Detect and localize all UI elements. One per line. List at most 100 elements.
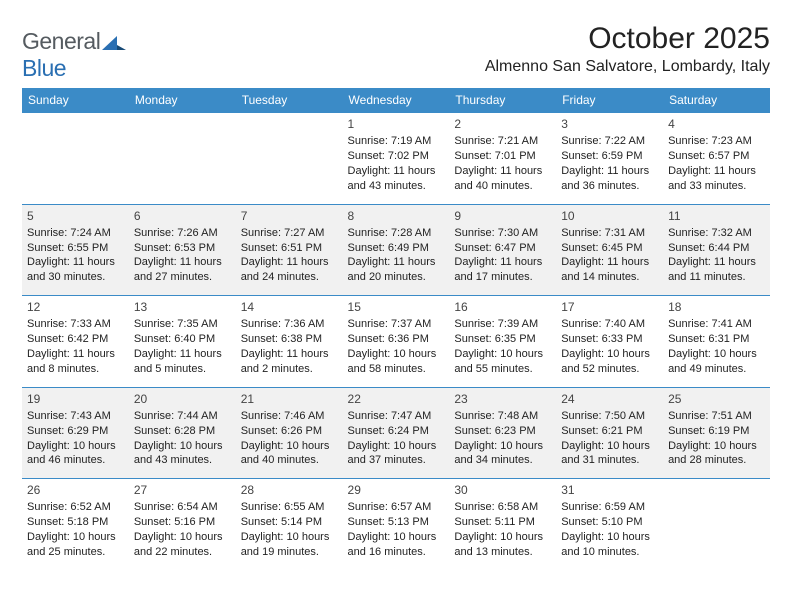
day2-text: and 2 minutes. <box>241 362 338 377</box>
sunset-text: Sunset: 6:51 PM <box>241 241 338 256</box>
dow-thursday: Thursday <box>449 88 556 113</box>
day1-text: Daylight: 10 hours <box>134 530 231 545</box>
dow-tuesday: Tuesday <box>236 88 343 113</box>
calendar-week-row: 12Sunrise: 7:33 AMSunset: 6:42 PMDayligh… <box>22 296 770 388</box>
day1-text: Daylight: 11 hours <box>134 255 231 270</box>
sunset-text: Sunset: 6:47 PM <box>454 241 551 256</box>
calendar-day-cell: 8Sunrise: 7:28 AMSunset: 6:49 PMDaylight… <box>343 204 450 296</box>
sunrise-text: Sunrise: 6:55 AM <box>241 500 338 515</box>
day2-text: and 34 minutes. <box>454 453 551 468</box>
calendar-day-cell: 30Sunrise: 6:58 AMSunset: 5:11 PMDayligh… <box>449 479 556 570</box>
day-number: 15 <box>348 299 445 315</box>
day2-text: and 20 minutes. <box>348 270 445 285</box>
dow-saturday: Saturday <box>663 88 770 113</box>
day2-text: and 49 minutes. <box>668 362 765 377</box>
sunset-text: Sunset: 6:36 PM <box>348 332 445 347</box>
day1-text: Daylight: 10 hours <box>241 530 338 545</box>
day-number: 28 <box>241 482 338 498</box>
day2-text: and 10 minutes. <box>561 545 658 560</box>
sunrise-text: Sunrise: 6:59 AM <box>561 500 658 515</box>
day2-text: and 37 minutes. <box>348 453 445 468</box>
calendar-day-cell: 4Sunrise: 7:23 AMSunset: 6:57 PMDaylight… <box>663 113 770 205</box>
calendar-empty-cell <box>22 113 129 205</box>
day2-text: and 14 minutes. <box>561 270 658 285</box>
day2-text: and 16 minutes. <box>348 545 445 560</box>
sunrise-text: Sunrise: 7:35 AM <box>134 317 231 332</box>
day-number: 5 <box>27 208 124 224</box>
logo-word-general: General <box>22 28 100 55</box>
day-number: 18 <box>668 299 765 315</box>
sunrise-text: Sunrise: 7:24 AM <box>27 226 124 241</box>
sunrise-text: Sunrise: 6:52 AM <box>27 500 124 515</box>
calendar-table: Sunday Monday Tuesday Wednesday Thursday… <box>22 88 770 570</box>
calendar-week-row: 26Sunrise: 6:52 AMSunset: 5:18 PMDayligh… <box>22 479 770 570</box>
calendar-day-cell: 19Sunrise: 7:43 AMSunset: 6:29 PMDayligh… <box>22 387 129 479</box>
day1-text: Daylight: 11 hours <box>454 255 551 270</box>
calendar-page: General Blue October 2025 Almenno San Sa… <box>0 0 792 612</box>
calendar-day-cell: 20Sunrise: 7:44 AMSunset: 6:28 PMDayligh… <box>129 387 236 479</box>
day2-text: and 58 minutes. <box>348 362 445 377</box>
dow-sunday: Sunday <box>22 88 129 113</box>
sunset-text: Sunset: 5:11 PM <box>454 515 551 530</box>
day2-text: and 8 minutes. <box>27 362 124 377</box>
sunset-text: Sunset: 6:33 PM <box>561 332 658 347</box>
day-number: 22 <box>348 391 445 407</box>
day2-text: and 43 minutes. <box>348 179 445 194</box>
dow-wednesday: Wednesday <box>343 88 450 113</box>
day1-text: Daylight: 10 hours <box>454 530 551 545</box>
day1-text: Daylight: 11 hours <box>668 164 765 179</box>
calendar-empty-cell <box>663 479 770 570</box>
day-number: 29 <box>348 482 445 498</box>
day1-text: Daylight: 10 hours <box>668 439 765 454</box>
day-number: 20 <box>134 391 231 407</box>
day1-text: Daylight: 10 hours <box>561 347 658 362</box>
day2-text: and 40 minutes. <box>454 179 551 194</box>
calendar-day-cell: 24Sunrise: 7:50 AMSunset: 6:21 PMDayligh… <box>556 387 663 479</box>
sunrise-text: Sunrise: 7:47 AM <box>348 409 445 424</box>
calendar-header-row: Sunday Monday Tuesday Wednesday Thursday… <box>22 88 770 113</box>
day1-text: Daylight: 11 hours <box>561 255 658 270</box>
day-number: 27 <box>134 482 231 498</box>
day2-text: and 31 minutes. <box>561 453 658 468</box>
sunrise-text: Sunrise: 7:48 AM <box>454 409 551 424</box>
day-number: 14 <box>241 299 338 315</box>
day-number: 16 <box>454 299 551 315</box>
sunset-text: Sunset: 6:44 PM <box>668 241 765 256</box>
sunrise-text: Sunrise: 7:37 AM <box>348 317 445 332</box>
day-number: 13 <box>134 299 231 315</box>
calendar-day-cell: 12Sunrise: 7:33 AMSunset: 6:42 PMDayligh… <box>22 296 129 388</box>
day-number: 4 <box>668 116 765 132</box>
day2-text: and 27 minutes. <box>134 270 231 285</box>
title-block: October 2025 Almenno San Salvatore, Lomb… <box>485 22 770 76</box>
day1-text: Daylight: 10 hours <box>348 439 445 454</box>
day2-text: and 25 minutes. <box>27 545 124 560</box>
day2-text: and 30 minutes. <box>27 270 124 285</box>
day1-text: Daylight: 10 hours <box>561 439 658 454</box>
calendar-week-row: 5Sunrise: 7:24 AMSunset: 6:55 PMDaylight… <box>22 204 770 296</box>
sunset-text: Sunset: 5:14 PM <box>241 515 338 530</box>
calendar-day-cell: 5Sunrise: 7:24 AMSunset: 6:55 PMDaylight… <box>22 204 129 296</box>
day1-text: Daylight: 11 hours <box>561 164 658 179</box>
day-number: 23 <box>454 391 551 407</box>
day-number: 19 <box>27 391 124 407</box>
day1-text: Daylight: 10 hours <box>561 530 658 545</box>
calendar-day-cell: 23Sunrise: 7:48 AMSunset: 6:23 PMDayligh… <box>449 387 556 479</box>
sunrise-text: Sunrise: 7:32 AM <box>668 226 765 241</box>
day2-text: and 52 minutes. <box>561 362 658 377</box>
sunrise-text: Sunrise: 7:41 AM <box>668 317 765 332</box>
calendar-week-row: 19Sunrise: 7:43 AMSunset: 6:29 PMDayligh… <box>22 387 770 479</box>
calendar-week-row: 1Sunrise: 7:19 AMSunset: 7:02 PMDaylight… <box>22 113 770 205</box>
calendar-day-cell: 21Sunrise: 7:46 AMSunset: 6:26 PMDayligh… <box>236 387 343 479</box>
day-number: 1 <box>348 116 445 132</box>
sunset-text: Sunset: 6:31 PM <box>668 332 765 347</box>
day-number: 25 <box>668 391 765 407</box>
sunrise-text: Sunrise: 6:57 AM <box>348 500 445 515</box>
calendar-day-cell: 1Sunrise: 7:19 AMSunset: 7:02 PMDaylight… <box>343 113 450 205</box>
day2-text: and 5 minutes. <box>134 362 231 377</box>
day2-text: and 13 minutes. <box>454 545 551 560</box>
calendar-day-cell: 6Sunrise: 7:26 AMSunset: 6:53 PMDaylight… <box>129 204 236 296</box>
sunrise-text: Sunrise: 7:33 AM <box>27 317 124 332</box>
day1-text: Daylight: 10 hours <box>134 439 231 454</box>
sunrise-text: Sunrise: 7:31 AM <box>561 226 658 241</box>
day-number: 30 <box>454 482 551 498</box>
